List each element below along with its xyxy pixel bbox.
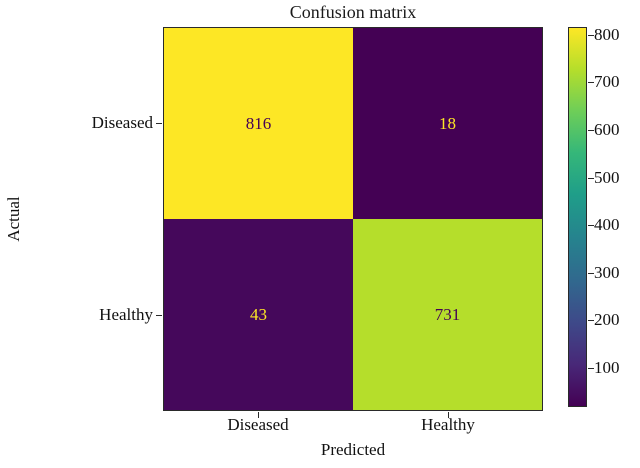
xtick-mark — [448, 412, 449, 418]
colorbar-tick-600: 600 — [594, 120, 620, 139]
colorbar-tick-mark — [588, 225, 594, 226]
xtick-mark — [258, 412, 259, 418]
cell-actual-diseased-pred-diseased: 816 — [164, 28, 353, 219]
ytick-mark — [156, 123, 162, 124]
cell-actual-diseased-pred-healthy: 18 — [353, 28, 542, 219]
colorbar-tick-mark — [588, 273, 594, 274]
colorbar-tick-200: 200 — [594, 310, 620, 329]
xtick-diseased: Diseased — [227, 415, 289, 434]
cell-value: 731 — [434, 304, 461, 324]
colorbar-tick-mark — [588, 82, 594, 83]
cell-value: 18 — [439, 113, 456, 133]
ytick-diseased: Diseased — [91, 113, 153, 132]
colorbar-tick-mark — [588, 35, 594, 36]
colorbar-tick-400: 400 — [594, 215, 620, 234]
colorbar-tick-mark — [588, 130, 594, 131]
heatmap-grid: 816 18 43 731 — [163, 27, 543, 411]
colorbar-tick-100: 100 — [594, 358, 620, 377]
colorbar-tick-mark — [588, 368, 594, 369]
colorbar-tick-300: 300 — [594, 263, 620, 282]
colorbar-tick-700: 700 — [594, 72, 620, 91]
colorbar-tick-mark — [588, 178, 594, 179]
cell-actual-healthy-pred-diseased: 43 — [164, 219, 353, 410]
colorbar-gradient — [568, 27, 587, 407]
ytick-mark — [156, 315, 162, 316]
y-axis-label: Actual — [4, 196, 23, 242]
cell-actual-healthy-pred-healthy: 731 — [353, 219, 542, 410]
colorbar-tick-mark — [588, 320, 594, 321]
cell-value: 43 — [250, 304, 267, 324]
colorbar-tick-500: 500 — [594, 168, 620, 187]
colorbar-tick-800: 800 — [594, 25, 620, 44]
xtick-healthy: Healthy — [421, 415, 475, 434]
chart-title: Confusion matrix — [289, 2, 417, 22]
x-axis-label: Predicted — [320, 440, 386, 459]
ytick-healthy: Healthy — [99, 305, 153, 324]
cell-value: 816 — [245, 113, 272, 133]
